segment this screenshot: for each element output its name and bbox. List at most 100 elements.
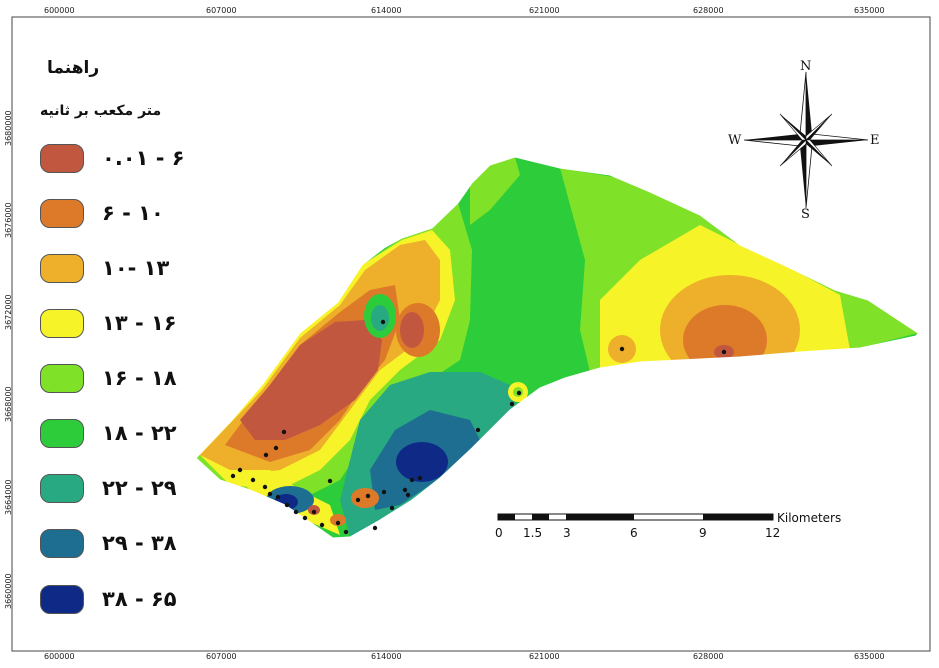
station-point bbox=[516, 390, 522, 396]
top-tick: 621000 bbox=[529, 6, 560, 15]
zone-0-6-west bbox=[240, 320, 382, 440]
top-tick: 607000 bbox=[206, 6, 237, 15]
station-point bbox=[335, 520, 341, 526]
scale-label: 9 bbox=[699, 526, 707, 540]
zone-22-29-north-hole bbox=[371, 305, 389, 331]
legend-item: ۳۸ - ۶۵ bbox=[40, 581, 177, 617]
scale-unit-label: Kilometers bbox=[777, 511, 842, 525]
legend-item: ۶ - ۱۰ bbox=[40, 195, 164, 231]
bottom-tick: 635000 bbox=[854, 652, 885, 661]
legend-swatch bbox=[40, 198, 84, 228]
left-tick: 3680000 bbox=[4, 110, 13, 146]
left-tick: 3660000 bbox=[4, 573, 13, 609]
scale-label: 6 bbox=[630, 526, 638, 540]
south-label: S bbox=[801, 207, 810, 222]
zone-38-65-south bbox=[396, 442, 448, 482]
station-point bbox=[509, 401, 515, 407]
bottom-tick: 600000 bbox=[44, 652, 75, 661]
scale-label: 12 bbox=[765, 526, 781, 540]
top-tick: 635000 bbox=[854, 6, 885, 15]
station-point bbox=[319, 522, 325, 528]
station-point bbox=[619, 346, 625, 352]
station-point bbox=[302, 515, 308, 521]
top-tick: 600000 bbox=[44, 6, 75, 15]
station-point bbox=[275, 494, 281, 500]
station-point bbox=[402, 487, 408, 493]
legend-item: ۱۶ - ۱۸ bbox=[40, 360, 177, 396]
map-border bbox=[11, 16, 931, 652]
legend-label: ۱۸ - ۲۲ bbox=[102, 421, 177, 445]
legend-label: ۰.۰۱ - ۶ bbox=[102, 146, 185, 170]
zone-6-10-south2 bbox=[330, 514, 346, 526]
station-point bbox=[273, 445, 279, 451]
legend-label: ۶ - ۱۰ bbox=[102, 201, 164, 225]
station-point bbox=[267, 491, 273, 497]
bottom-tick: 621000 bbox=[529, 652, 560, 661]
legend-item: ۱۳ - ۱۶ bbox=[40, 305, 177, 341]
legend-swatch bbox=[40, 418, 84, 448]
legend-item: ۲۹ - ۳۸ bbox=[40, 525, 177, 561]
station-point bbox=[293, 509, 299, 515]
top-tick: 614000 bbox=[371, 6, 402, 15]
bottom-tick: 614000 bbox=[371, 652, 402, 661]
legend-label: ۱۶ - ۱۸ bbox=[102, 366, 177, 390]
left-tick: 3668000 bbox=[4, 386, 13, 422]
station-point bbox=[365, 493, 371, 499]
station-point bbox=[237, 467, 243, 473]
zone-16-18-north bbox=[470, 157, 520, 225]
station-point bbox=[284, 502, 290, 508]
station-point bbox=[475, 427, 481, 433]
station-point bbox=[327, 478, 333, 484]
scale-label: 3 bbox=[563, 526, 571, 540]
station-point bbox=[263, 452, 269, 458]
scale-bar bbox=[497, 513, 774, 521]
legend-title: راهنما bbox=[47, 58, 100, 78]
legend-swatch bbox=[40, 473, 84, 503]
station-point bbox=[311, 509, 317, 515]
zone-6-10-south bbox=[351, 488, 379, 508]
legend-swatch bbox=[40, 143, 84, 173]
zone-0-6-north bbox=[400, 312, 424, 348]
legend-unit: متر مکعب بر ثانیه bbox=[40, 103, 162, 119]
station-point bbox=[417, 475, 423, 481]
station-point bbox=[389, 505, 395, 511]
region-outline bbox=[195, 156, 919, 539]
legend-label: ۳۸ - ۶۵ bbox=[102, 587, 177, 611]
legend-swatch bbox=[40, 584, 84, 614]
legend-label: ۲۲ - ۲۹ bbox=[102, 476, 177, 500]
scale-label: 1.5 bbox=[523, 526, 543, 540]
station-point bbox=[262, 484, 268, 490]
legend-item: ۰.۰۱ - ۶ bbox=[40, 140, 185, 176]
north-arrow bbox=[743, 71, 869, 209]
left-tick: 3676000 bbox=[4, 202, 13, 238]
left-tick: 3664000 bbox=[4, 479, 13, 515]
station-point bbox=[281, 429, 287, 435]
flow-surface bbox=[196, 157, 918, 538]
legend-swatch bbox=[40, 253, 84, 283]
legend-item: ۱۸ - ۲۲ bbox=[40, 415, 177, 451]
scale-label: 0 bbox=[495, 526, 503, 540]
station-point bbox=[372, 525, 378, 531]
legend-label: ۲۹ - ۳۸ bbox=[102, 531, 177, 555]
bottom-tick: 607000 bbox=[206, 652, 237, 661]
station-point bbox=[721, 349, 727, 355]
station-point bbox=[343, 529, 349, 535]
station-point bbox=[380, 319, 386, 325]
station-point bbox=[230, 473, 236, 479]
station-point bbox=[355, 497, 361, 503]
zone-6-10-east bbox=[683, 305, 767, 375]
legend-swatch bbox=[40, 363, 84, 393]
north-label: N bbox=[800, 59, 812, 74]
bottom-tick: 628000 bbox=[693, 652, 724, 661]
legend-item: ۲۲ - ۲۹ bbox=[40, 470, 177, 506]
gauge-stations bbox=[230, 319, 727, 535]
station-point bbox=[405, 492, 411, 498]
west-label: W bbox=[728, 133, 742, 148]
legend-label: ۱۳ - ۱۶ bbox=[102, 311, 177, 335]
legend-swatch bbox=[40, 528, 84, 558]
legend-item: ۱۰- ۱۳ bbox=[40, 250, 169, 286]
top-tick: 628000 bbox=[693, 6, 724, 15]
station-point bbox=[381, 489, 387, 495]
